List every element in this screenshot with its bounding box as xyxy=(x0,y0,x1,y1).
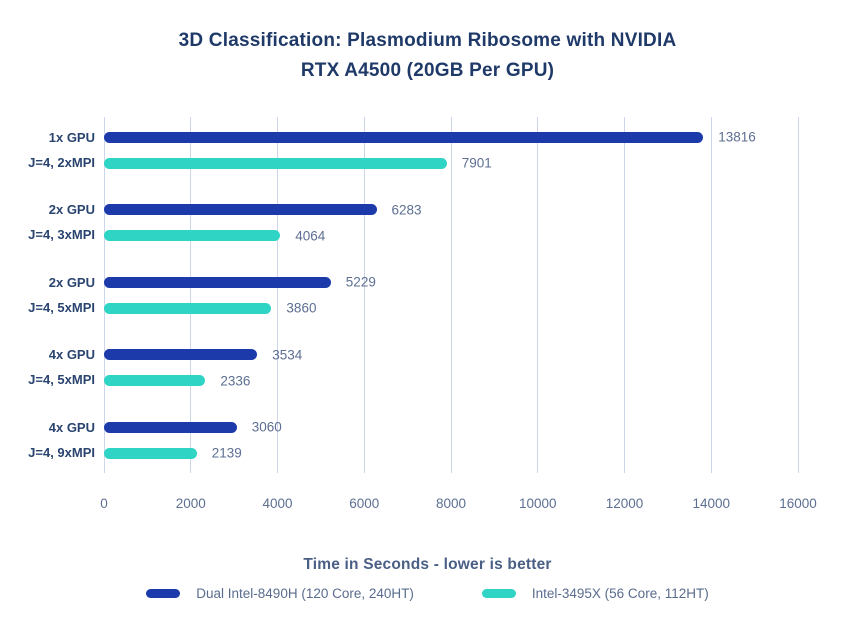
gridline xyxy=(363,117,365,473)
value-label: 3860 xyxy=(286,300,317,316)
gridline xyxy=(537,117,539,473)
gridline xyxy=(450,117,452,473)
legend-item-series-2: Intel-3495X (56 Core, 112HT) xyxy=(481,586,709,601)
x-tick-label: 14000 xyxy=(692,496,731,511)
bar-series-2 xyxy=(104,447,197,459)
x-tick-label: 6000 xyxy=(349,496,380,511)
x-tick-label: 2000 xyxy=(175,496,206,511)
value-label: 3534 xyxy=(272,347,303,362)
category-label: 4x GPU J=4, 9xMPI xyxy=(0,415,95,465)
gridline xyxy=(277,117,278,473)
gridline xyxy=(190,117,192,473)
bar-series-2 xyxy=(104,157,447,169)
legend-item-series-1: Dual Intel-8490H (120 Core, 240HT) xyxy=(146,586,414,601)
value-label: 4064 xyxy=(295,228,326,243)
category-label: 1x GPU J=4, 2xMPI xyxy=(0,125,95,175)
x-axis-ticks: 0 2000 4000 6000 8000 10000 12000 14000 16000 xyxy=(0,496,855,514)
bar-series-1 xyxy=(104,204,377,215)
value-label: 2336 xyxy=(220,373,251,388)
legend-swatch-blue xyxy=(146,589,181,598)
value-label: 5229 xyxy=(345,274,376,290)
category-label-line: J=4, 3xMPI xyxy=(28,227,95,242)
chart-title: 3D Classification: Plasmodium Ribosome w… xyxy=(0,26,855,86)
gridline xyxy=(710,117,712,473)
x-tick-label: 8000 xyxy=(435,496,467,511)
legend-swatch-teal xyxy=(481,589,516,598)
value-label: 7901 xyxy=(461,155,492,171)
legend-label-series-2: Intel-3495X (56 Core, 112HT) xyxy=(531,586,709,601)
value-label: 2139 xyxy=(211,445,242,461)
x-tick-label: 16000 xyxy=(779,496,817,511)
bar-series-1 xyxy=(104,421,237,433)
bar-series-1 xyxy=(104,276,331,288)
category-label: 4x GPU J=4, 5xMPI xyxy=(0,342,95,392)
x-tick-label: 4000 xyxy=(262,496,293,511)
value-label: 6283 xyxy=(391,202,422,217)
category-label-line: 4x GPU xyxy=(48,347,95,362)
category-label-line: 4x GPU xyxy=(48,419,95,435)
x-tick-label: 0 xyxy=(100,496,108,511)
category-label: 2x GPU J=4, 5xMPI xyxy=(0,270,95,320)
value-label: 3060 xyxy=(251,419,282,435)
legend-label-series-1: Dual Intel-8490H (120 Core, 240HT) xyxy=(196,586,414,601)
legend: Dual Intel-8490H (120 Core, 240HT) Intel… xyxy=(0,586,855,601)
category-label-line: J=4, 2xMPI xyxy=(28,154,95,170)
value-label: 13816 xyxy=(718,129,756,145)
gridline xyxy=(624,117,625,473)
category-label-line: J=4, 5xMPI xyxy=(28,372,95,387)
category-label-line: 2x GPU xyxy=(48,274,95,290)
category-label-line: J=4, 9xMPI xyxy=(28,444,95,460)
gridline xyxy=(797,117,799,473)
x-tick-label: 12000 xyxy=(605,496,644,511)
category-label-line: 1x GPU xyxy=(48,129,95,145)
category-label-line: 2x GPU xyxy=(48,202,95,217)
gridline xyxy=(103,117,105,473)
bar-series-2 xyxy=(104,302,272,314)
chart-title-line-1: 3D Classification: Plasmodium Ribosome w… xyxy=(178,30,677,51)
x-tick-label: 10000 xyxy=(518,496,557,511)
bar-series-2 xyxy=(104,230,281,241)
x-axis-label: Time in Seconds - lower is better xyxy=(303,556,552,573)
chart-title-line-2: RTX A4500 (20GB Per GPU) xyxy=(300,60,555,81)
category-label-line: J=4, 5xMPI xyxy=(28,299,95,315)
plot-area: 13816 7901 6283 4064 5229 3860 3534 2336 3060 213… xyxy=(103,117,799,473)
bar-series-1 xyxy=(104,131,704,143)
bar-series-1 xyxy=(104,349,258,360)
category-label: 2x GPU J=4, 3xMPI xyxy=(0,197,95,247)
bar-series-2 xyxy=(104,375,206,386)
